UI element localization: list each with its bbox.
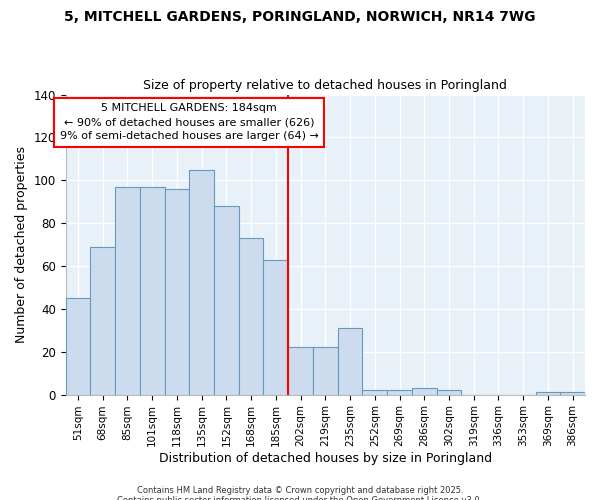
Bar [239,238,263,394]
Bar [190,170,214,394]
Bar [288,348,313,395]
X-axis label: Distribution of detached houses by size in Poringland: Distribution of detached houses by size … [159,452,492,465]
Text: Contains HM Land Registry data © Crown copyright and database right 2025.: Contains HM Land Registry data © Crown c… [137,486,463,495]
Bar [412,388,437,394]
Bar [263,260,288,394]
Title: Size of property relative to detached houses in Poringland: Size of property relative to detached ho… [143,79,507,92]
Bar [536,392,560,394]
Text: 5 MITCHELL GARDENS: 184sqm
← 90% of detached houses are smaller (626)
9% of semi: 5 MITCHELL GARDENS: 184sqm ← 90% of deta… [60,103,319,141]
Bar [437,390,461,394]
Bar [115,186,140,394]
Bar [164,189,190,394]
Bar [387,390,412,394]
Bar [338,328,362,394]
Bar [560,392,585,394]
Bar [362,390,387,394]
Bar [140,186,164,394]
Text: Contains public sector information licensed under the Open Government Licence v3: Contains public sector information licen… [118,496,482,500]
Bar [91,246,115,394]
Bar [65,298,91,394]
Y-axis label: Number of detached properties: Number of detached properties [15,146,28,343]
Text: 5, MITCHELL GARDENS, PORINGLAND, NORWICH, NR14 7WG: 5, MITCHELL GARDENS, PORINGLAND, NORWICH… [64,10,536,24]
Bar [313,348,338,395]
Bar [214,206,239,394]
